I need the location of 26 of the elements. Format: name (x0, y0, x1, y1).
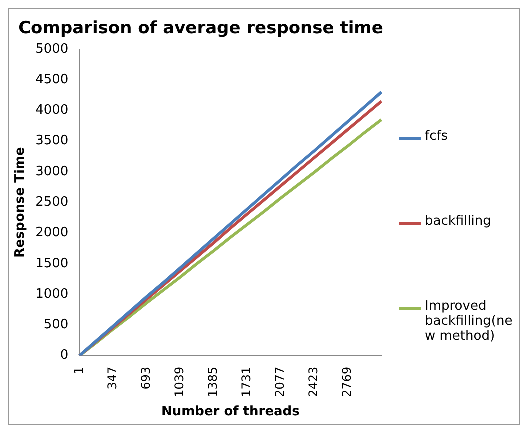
y-tick-label: 1500 (36, 256, 69, 272)
y-tick-label: 5000 (36, 42, 69, 57)
legend-label: backfilling (425, 214, 492, 229)
x-tick-label: 1731 (240, 366, 254, 398)
x-tick-label: 2077 (273, 366, 288, 398)
y-tick-label: 4000 (36, 103, 69, 118)
x-tick-label: 1385 (206, 366, 220, 398)
x-tick-label: 2423 (306, 366, 321, 398)
legend-label: fcfs (425, 129, 448, 144)
y-tick-label: 4500 (36, 72, 69, 88)
y-tick-label: 3500 (36, 134, 69, 149)
x-tick-label: 2769 (340, 366, 354, 398)
y-tick-label: 3000 (36, 164, 69, 180)
y-tick-label: 2000 (36, 226, 69, 241)
y-axis-title: Response Time (13, 147, 28, 258)
x-tick-label: 1039 (172, 366, 186, 398)
x-axis-title: Number of threads (161, 404, 300, 420)
x-tick-label: 1 (72, 366, 86, 374)
y-tick-label: 1000 (36, 286, 69, 302)
y-tick-label: 0 (60, 348, 69, 364)
x-tick-label: 693 (138, 366, 153, 390)
y-tick-label: 2500 (36, 195, 69, 210)
y-tick-label: 500 (44, 318, 69, 333)
legend-label: Improved backfilling(new method) (425, 299, 514, 344)
x-tick-label: 347 (105, 366, 120, 390)
chart-title: Comparison of average response time (18, 18, 384, 39)
